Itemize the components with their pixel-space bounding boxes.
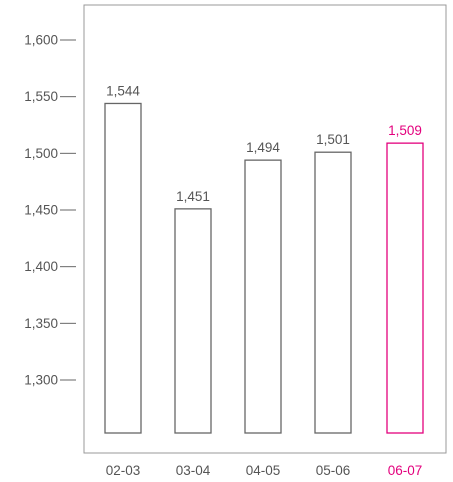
value-label: 1,501 [316,132,350,147]
value-label: 1,544 [106,83,140,98]
category-label: 02-03 [106,463,141,478]
category-label: 04-05 [246,463,281,478]
value-label: 1,509 [388,123,422,138]
y-tick-label: 1,300 [24,373,58,388]
bars [104,102,424,434]
y-tick-label: 1,350 [24,316,58,331]
value-label: 1,451 [176,189,210,204]
value-label: 1,494 [246,140,280,155]
bar-03-04 [174,208,212,434]
value-labels: 1,544 1,451 1,494 1,501 1,509 [106,83,422,203]
y-tick-label: 1,450 [24,203,58,218]
y-tick-label: 1,400 [24,259,58,274]
category-label: 06-07 [388,463,423,478]
y-tick-label: 1,600 [24,33,58,48]
bar-04-05 [244,159,282,434]
y-axis: 1,300 1,350 1,400 1,450 1,500 1,550 1,600 [24,33,76,388]
bar-05-06 [314,151,352,434]
bar-06-07 [386,142,424,434]
plot-frame [83,4,447,454]
bar-02-03 [104,102,142,434]
y-tick-label: 1,550 [24,89,58,104]
category-label: 03-04 [176,463,211,478]
category-label: 05-06 [316,463,351,478]
y-tick-label: 1,500 [24,146,58,161]
x-axis: 02-03 03-04 04-05 05-06 06-07 [106,463,423,478]
